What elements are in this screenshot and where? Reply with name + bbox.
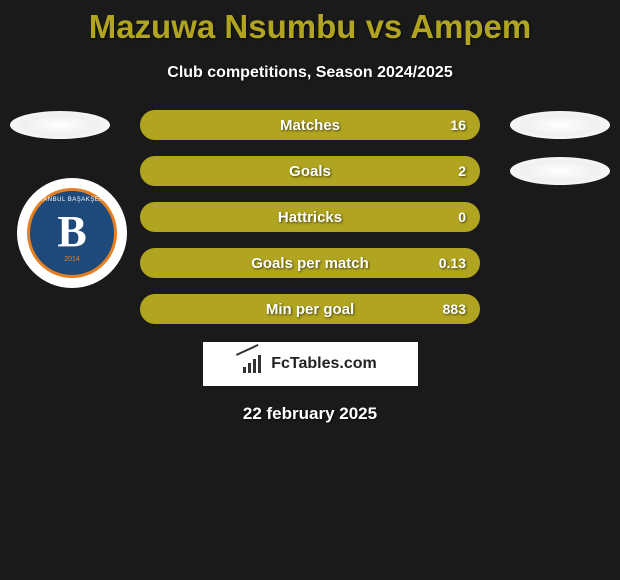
brand-chart-icon <box>243 355 265 373</box>
stat-bar: Goals per match 0.13 <box>140 248 480 278</box>
badge-year: 2014 <box>64 256 80 263</box>
club-badge: ISTANBUL BAŞAKŞEHIR B 2014 <box>17 178 127 288</box>
badge-top-text: ISTANBUL BAŞAKŞEHIR <box>33 197 111 203</box>
brand-box: FcTables.com <box>203 342 418 386</box>
stat-label: Goals per match <box>251 255 369 272</box>
stat-label: Matches <box>280 117 340 134</box>
stat-value: 0 <box>458 209 466 225</box>
stat-value: 0.13 <box>439 255 466 271</box>
stat-label: Min per goal <box>266 301 354 318</box>
player-oval-left <box>10 111 110 139</box>
club-badge-inner: ISTANBUL BAŞAKŞEHIR B 2014 <box>27 188 117 278</box>
player-oval-right <box>510 157 610 185</box>
stat-bar: Matches 16 <box>140 110 480 140</box>
stat-value: 883 <box>443 301 466 317</box>
stat-bar: Hattricks 0 <box>140 202 480 232</box>
player-oval-right <box>510 111 610 139</box>
stat-row-matches: Matches 16 <box>0 110 620 140</box>
date: 22 february 2025 <box>0 404 620 424</box>
brand-text: FcTables.com <box>271 355 377 373</box>
stat-row-mpg: Min per goal 883 <box>0 294 620 324</box>
stat-value: 16 <box>450 117 466 133</box>
stat-label: Hattricks <box>278 209 342 226</box>
page-title: Mazuwa Nsumbu vs Ampem <box>0 0 620 46</box>
badge-letter: B <box>57 210 86 254</box>
stat-bar: Goals 2 <box>140 156 480 186</box>
stat-bar: Min per goal 883 <box>140 294 480 324</box>
subtitle: Club competitions, Season 2024/2025 <box>0 64 620 82</box>
stat-label: Goals <box>289 163 331 180</box>
stat-value: 2 <box>458 163 466 179</box>
